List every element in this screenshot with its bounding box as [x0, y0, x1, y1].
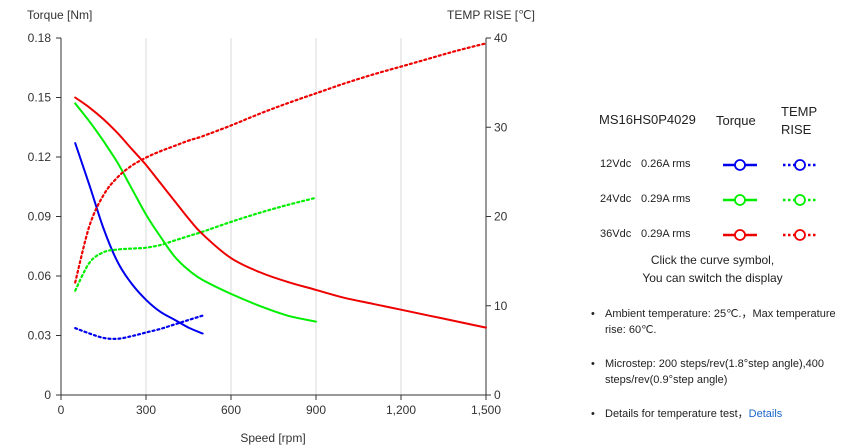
- y-left-tick-label: 0.12: [28, 150, 52, 164]
- y-left-tick-label: 0.09: [28, 210, 52, 224]
- x-tick-label: 1,500: [471, 403, 501, 417]
- series-line-12vdc-torque[interactable]: [74, 142, 204, 335]
- x-tick-label: 1,200: [386, 403, 416, 417]
- y-right-tick-label: 40: [494, 31, 508, 45]
- legend-hint-line1: Click the curve symbol,: [650, 253, 775, 267]
- y-left-tick-label: 0.18: [28, 31, 52, 45]
- y-right-tick-label: 30: [494, 120, 508, 134]
- legend-header-temp-rise: TEMP RISE: [781, 103, 817, 139]
- legend-header-temp-line1: TEMP: [781, 104, 818, 119]
- details-link[interactable]: Details: [748, 408, 783, 420]
- torque-curve-toggle-24vdc[interactable]: [720, 190, 760, 210]
- legend-voltage: 12Vdc: [600, 158, 632, 170]
- legend-header-torque: Torque: [716, 113, 756, 128]
- axes: [56, 37, 491, 400]
- series-line-36vdc-temp-rise[interactable]: [74, 42, 488, 284]
- series-line-36vdc-torque[interactable]: [74, 96, 487, 329]
- temp-curve-toggle-24vdc[interactable]: [780, 190, 820, 210]
- grid-lines: [145, 38, 402, 395]
- x-tick-label: 900: [306, 403, 326, 417]
- legend-current: 0.29A rms: [641, 193, 691, 205]
- y-right-tick-label: 20: [494, 210, 508, 224]
- legend-voltage: 36Vdc: [600, 228, 632, 240]
- y-left-tick-label: 0.15: [28, 91, 52, 105]
- motor-model: MS16HS0P4029: [599, 112, 696, 127]
- legend-header-temp-line2: RISE: [781, 122, 812, 137]
- y-left-tick-label: 0.06: [28, 269, 52, 283]
- legend-panel: MS16HS0P4029 Torque TEMP RISE 12Vdc 0.26…: [575, 0, 850, 448]
- tick-labels: 0 300 600 900 1,200 1,50000.030.060.090.120.1…: [28, 31, 508, 417]
- torque-speed-chart: Torque [Nm] TEMP RISE [℃] Speed [rpm] 0 3…: [27, 8, 535, 445]
- y-right-axis-title: TEMP RISE [℃]: [447, 8, 535, 22]
- x-axis-title: Speed [rpm]: [240, 431, 305, 445]
- legend-row-36vdc: 36Vdc 0.29A rms: [575, 225, 850, 245]
- series-lines[interactable]: [74, 42, 488, 341]
- legend-hint-line2: You can switch the display: [642, 271, 783, 285]
- series-line-24vdc-temp-rise[interactable]: [74, 196, 318, 292]
- details-text: Details for temperature test，: [605, 408, 749, 420]
- series-line-24vdc-torque[interactable]: [74, 102, 317, 323]
- legend-row-12vdc: 12Vdc 0.26A rms: [575, 155, 850, 175]
- legend-row-24vdc: 24Vdc 0.29A rms: [575, 190, 850, 210]
- x-tick-label: 300: [136, 403, 156, 417]
- x-tick-label: 0: [58, 403, 65, 417]
- y-left-tick-label: 0: [44, 388, 51, 402]
- y-left-tick-label: 0.03: [28, 329, 52, 343]
- legend-current: 0.26A rms: [641, 158, 691, 170]
- legend-current: 0.29A rms: [641, 228, 691, 240]
- note-temperature-test: Details for temperature test，Details: [591, 406, 841, 422]
- note-microstep: Microstep: 200 steps/rev(1.8°step angle)…: [591, 356, 841, 388]
- y-right-tick-label: 10: [494, 299, 508, 313]
- torque-curve-toggle-12vdc[interactable]: [720, 155, 760, 175]
- torque-curve-toggle-36vdc[interactable]: [720, 225, 760, 245]
- notes-list: Ambient temperature: 25℃.，Max temperatur…: [591, 306, 841, 440]
- series-line-12vdc-temp-rise[interactable]: [74, 314, 204, 341]
- note-ambient-temperature: Ambient temperature: 25℃.，Max temperatur…: [591, 306, 841, 338]
- y-right-tick-label: 0: [494, 388, 501, 402]
- temp-curve-toggle-36vdc[interactable]: [780, 225, 820, 245]
- y-left-axis-title: Torque [Nm]: [27, 8, 92, 22]
- x-tick-label: 600: [221, 403, 241, 417]
- legend-voltage: 24Vdc: [600, 193, 632, 205]
- temp-curve-toggle-12vdc[interactable]: [780, 155, 820, 175]
